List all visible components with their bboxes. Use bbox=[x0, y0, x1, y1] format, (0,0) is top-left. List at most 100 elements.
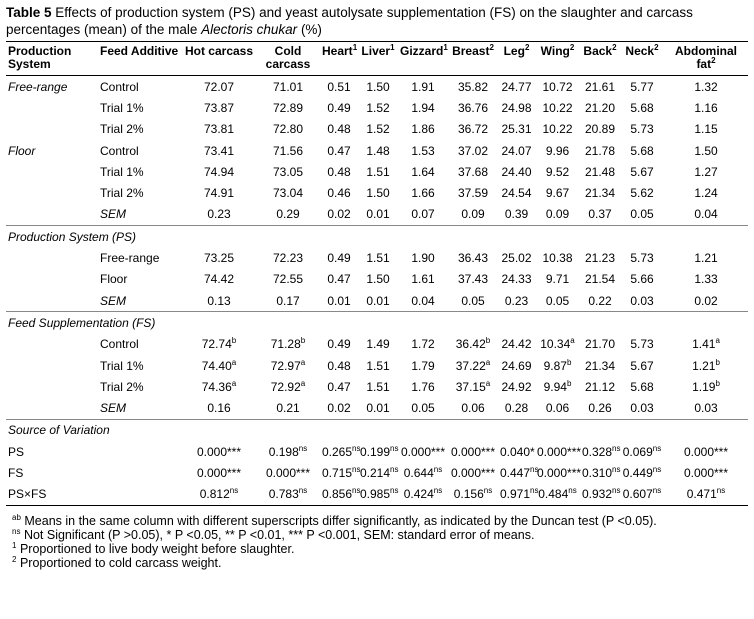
header-cell: Neck2 bbox=[620, 42, 664, 76]
cell-text: 72.92 bbox=[270, 379, 301, 394]
value-cell: 1.64 bbox=[398, 161, 448, 182]
value-cell: 5.68 bbox=[620, 376, 664, 397]
cell-text: 0.02 bbox=[327, 401, 351, 416]
value-cell: 5.77 bbox=[620, 76, 664, 98]
value-cell: 36.42b bbox=[448, 334, 498, 355]
value-cell: 24.77 bbox=[498, 76, 535, 98]
cell-text: 21.20 bbox=[584, 100, 616, 115]
value-cell: 0.02 bbox=[320, 204, 358, 226]
cell-text: 24.98 bbox=[501, 100, 532, 115]
value-cell: 0.07 bbox=[398, 204, 448, 226]
value-cell: 73.05 bbox=[256, 161, 320, 182]
empty-cell bbox=[98, 462, 182, 483]
value-cell: 73.25 bbox=[182, 247, 256, 268]
value-cell: 1.51 bbox=[358, 355, 398, 376]
cell-text: 24.33 bbox=[501, 272, 532, 287]
table-row: Free-range 73.25 72.23 0.49 1.51 1.90 36.43 25.… bbox=[6, 247, 748, 268]
superscript: 2 bbox=[612, 43, 617, 52]
cell-text: 0.47 bbox=[327, 143, 351, 158]
cell-text: Control bbox=[100, 337, 139, 352]
cell-text: Abdominal fat bbox=[675, 44, 737, 71]
table-row: SEM 0.16 0.21 0.02 0.01 0.05 0.06 0.28 0.06 0.26 0… bbox=[6, 397, 748, 419]
value-cell: 25.31 bbox=[498, 119, 535, 140]
value-cell: 0.03 bbox=[664, 397, 748, 419]
value-cell: 73.81 bbox=[182, 119, 256, 140]
value-cell: 72.23 bbox=[256, 247, 320, 268]
superscript: ns bbox=[390, 486, 399, 496]
cell-text: 73.25 bbox=[203, 251, 235, 266]
value-cell: 0.812ns bbox=[182, 483, 256, 506]
value-cell: 1.41a bbox=[664, 334, 748, 355]
group-label bbox=[6, 97, 98, 118]
cell-text: 72.97 bbox=[270, 358, 301, 373]
table-row: SEM 0.13 0.17 0.01 0.01 0.04 0.05 0.23 0.05 0.22 0… bbox=[6, 290, 748, 312]
superscript: ns bbox=[652, 443, 662, 453]
cell-text: 0.040* bbox=[500, 444, 535, 459]
value-cell: 0.156ns bbox=[448, 483, 498, 506]
cell-text: 36.72 bbox=[457, 122, 489, 137]
cell-text: 1.32 bbox=[694, 79, 718, 94]
data-table: Production System Feed Additive Hot carcas… bbox=[6, 41, 748, 506]
cell-text: 0.000*** bbox=[196, 444, 242, 459]
cell-text: 5.68 bbox=[630, 143, 654, 158]
empty-cell bbox=[6, 204, 98, 226]
value-cell: 74.36a bbox=[182, 376, 256, 397]
value-cell: 5.62 bbox=[620, 182, 664, 203]
cell-text: 72.80 bbox=[272, 122, 304, 137]
cell-text: 0.47 bbox=[327, 272, 351, 287]
cell-text: 0.48 bbox=[327, 122, 351, 137]
row-label: Control bbox=[98, 140, 182, 161]
cell-text: Liver bbox=[361, 44, 391, 58]
value-cell: 1.94 bbox=[398, 97, 448, 118]
value-cell: 5.68 bbox=[620, 140, 664, 161]
value-cell: 0.23 bbox=[182, 204, 256, 226]
value-cell: 0.05 bbox=[535, 290, 580, 312]
cell-text: 1.51 bbox=[366, 164, 390, 179]
cell-text: 9.96 bbox=[545, 143, 570, 158]
value-cell: 37.22a bbox=[448, 355, 498, 376]
value-cell: 0.13 bbox=[182, 290, 256, 312]
cell-text: 72.74 bbox=[201, 337, 232, 352]
value-cell: 10.72 bbox=[535, 76, 580, 98]
value-cell: 0.49 bbox=[320, 97, 358, 118]
cell-text: 1.21 bbox=[692, 358, 716, 373]
value-cell: 73.04 bbox=[256, 182, 320, 203]
cell-text: 21.23 bbox=[584, 251, 616, 266]
value-cell: 1.16 bbox=[664, 97, 748, 118]
cell-text: 5.62 bbox=[630, 186, 654, 201]
value-cell: 0.48 bbox=[320, 161, 358, 182]
section-title: Production System (PS) bbox=[6, 225, 748, 248]
cell-text: 20.89 bbox=[584, 122, 616, 137]
value-cell: 1.50 bbox=[358, 269, 398, 290]
cell-text: 10.34 bbox=[540, 337, 571, 352]
value-cell: 0.49 bbox=[320, 247, 358, 268]
cell-text: 5.73 bbox=[630, 122, 654, 137]
cell-text: Trial 2% bbox=[100, 186, 144, 201]
cell-text: 0.48 bbox=[327, 358, 351, 373]
value-cell: 24.69 bbox=[498, 355, 535, 376]
value-cell: 72.80 bbox=[256, 119, 320, 140]
cell-text: 36.42 bbox=[455, 337, 486, 352]
cell-text: 37.43 bbox=[457, 272, 489, 287]
cell-text: 1.52 bbox=[366, 100, 390, 115]
cell-text: 71.56 bbox=[272, 143, 304, 158]
cell-text: 37.15 bbox=[455, 379, 486, 394]
value-cell: 21.78 bbox=[580, 140, 620, 161]
cell-text: 0.16 bbox=[207, 401, 231, 416]
cell-text: Trial 1% bbox=[100, 358, 144, 373]
header-cell: Cold carcass bbox=[256, 42, 320, 76]
empty-cell bbox=[6, 290, 98, 312]
cell-text: 1.21 bbox=[694, 251, 718, 266]
cell-text: 0.17 bbox=[276, 293, 300, 308]
title-species: Alectoris chukar bbox=[201, 22, 298, 37]
cell-text: 0.04 bbox=[411, 293, 435, 308]
group-label: Free-range bbox=[6, 76, 98, 98]
value-cell: 0.09 bbox=[535, 204, 580, 226]
cell-text: 1.76 bbox=[411, 379, 435, 394]
cell-text: 1.50 bbox=[694, 143, 718, 158]
cell-text: 0.000*** bbox=[683, 465, 729, 480]
cell-text: 1.66 bbox=[411, 186, 435, 201]
value-cell: 37.59 bbox=[448, 182, 498, 203]
value-cell: 0.000*** bbox=[182, 441, 256, 462]
value-cell: 0.040* bbox=[498, 441, 535, 462]
